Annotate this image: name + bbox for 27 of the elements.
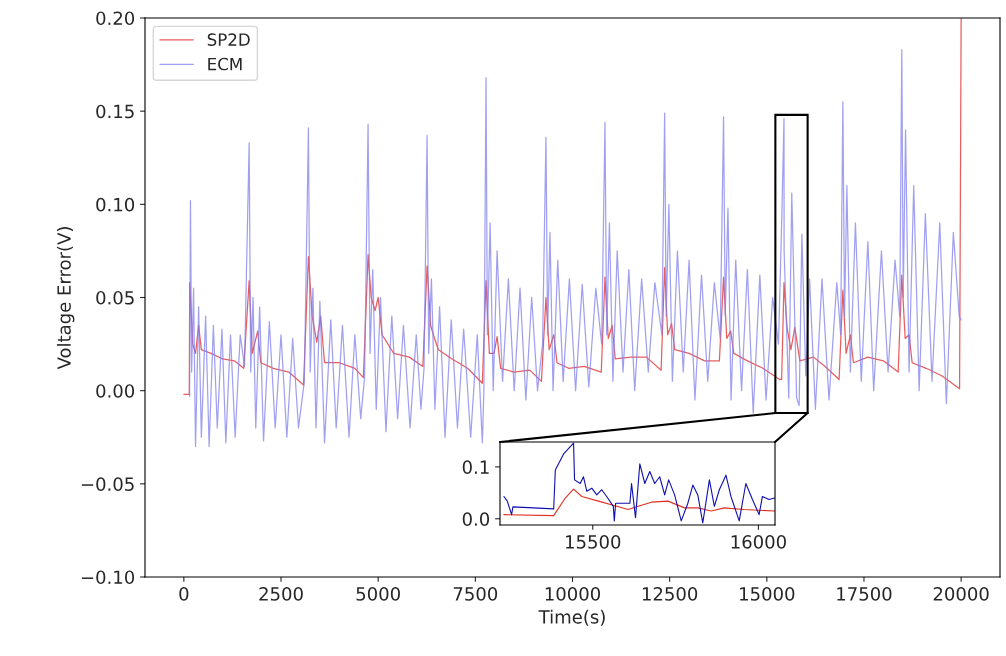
y-tick-label: 0.20 xyxy=(96,11,135,26)
x-tick-label: 5000 xyxy=(356,587,400,601)
x-tick-label: 10000 xyxy=(545,587,601,601)
y-tick-label: 0.1 xyxy=(462,460,489,475)
y-axis-title: Voltage Error(V) xyxy=(56,227,75,370)
line-series xyxy=(503,488,775,517)
x-tick-label: 2500 xyxy=(259,587,303,601)
x-tick-label: 15500 xyxy=(566,535,621,549)
legend-label: ECM xyxy=(208,57,242,71)
y-tick-label: −0.05 xyxy=(81,477,134,491)
x-tick-label: 20000 xyxy=(933,587,989,601)
legend-label: SP2D xyxy=(207,33,250,46)
x-tick-label: 0 xyxy=(179,587,189,601)
y-tick-label: 0.00 xyxy=(96,384,135,398)
y-tick-label: 0.0 xyxy=(462,512,490,526)
y-tick-label: 0.10 xyxy=(96,197,135,212)
x-tick-label: 17500 xyxy=(837,587,892,601)
x-tick-label: 7500 xyxy=(453,587,498,601)
x-tick-label: 15000 xyxy=(740,587,795,601)
x-tick-label: 12500 xyxy=(642,587,698,601)
y-tick-label: 0.15 xyxy=(96,104,134,119)
y-tick-label: −0.10 xyxy=(81,570,135,585)
x-axis-title: Time(s) xyxy=(538,609,605,626)
y-tick-label: 0.05 xyxy=(96,290,134,305)
line-series xyxy=(188,49,962,448)
x-tick-label: 16000 xyxy=(731,535,786,549)
line-series xyxy=(503,442,775,524)
